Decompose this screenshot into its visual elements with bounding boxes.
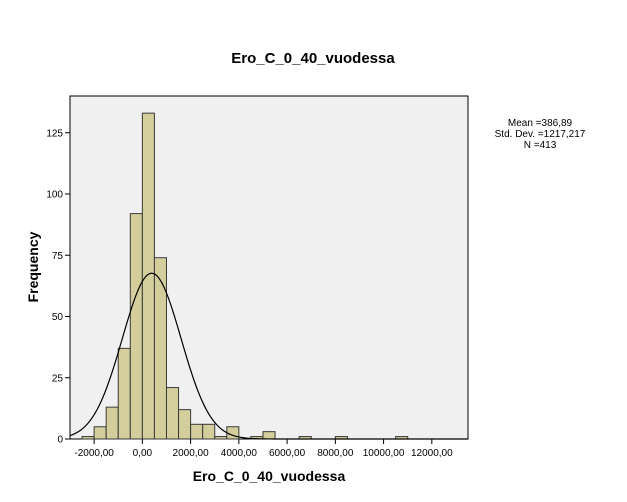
normal-curve — [69, 272, 468, 440]
histogram-bar-8 — [178, 409, 192, 440]
x-tick-label-0: -2000,00 — [74, 448, 114, 459]
histogram-bar-5 — [141, 112, 155, 440]
x-tick-label-1: 0,00 — [133, 448, 153, 459]
histogram-bar-1 — [93, 426, 107, 440]
x-tick-label-6: 10000,00 — [363, 448, 405, 459]
histogram-bar-0 — [81, 436, 95, 440]
stats-std-dev: Std. Dev. =1217,217 — [495, 129, 586, 140]
stats-n: N =413 — [524, 140, 557, 151]
x-tick-label-3: 4000,00 — [221, 448, 258, 459]
y-axis-ticks: 0 25 50 75 100 125 — [46, 128, 70, 446]
x-tick-label-5: 8000,00 — [317, 448, 354, 459]
x-axis-ticks: -2000,00 0,00 2000,00 4000,00 6000,00 8000,00… — [74, 439, 453, 459]
chart-title: Ero_C_0_40_vuodessa — [231, 50, 395, 67]
y-tick-label-3: 75 — [52, 251, 64, 262]
histogram-bar-10 — [202, 423, 216, 440]
histogram-bar-2 — [105, 406, 119, 440]
y-tick-label-5: 125 — [46, 128, 63, 139]
x-tick-label-4: 6000,00 — [269, 448, 306, 459]
histogram-bars — [81, 112, 409, 440]
histogram-bar-7 — [165, 387, 180, 440]
x-tick-label-2: 2000,00 — [173, 448, 210, 459]
x-tick-label-7: 12000,00 — [411, 448, 453, 459]
y-tick-label-0: 0 — [57, 435, 63, 446]
histogram-bar-14 — [262, 431, 276, 440]
y-tick-label-4: 100 — [46, 190, 63, 201]
histogram-bar-3 — [117, 347, 131, 440]
y-axis-label: Frequency — [25, 231, 41, 302]
y-tick-label-2: 50 — [52, 312, 64, 323]
x-axis-label: Ero_C_0_40_vuodessa — [193, 468, 346, 484]
histogram-bar-11 — [214, 436, 228, 440]
histogram-bar-9 — [190, 423, 204, 440]
y-tick-label-1: 25 — [52, 373, 64, 384]
statistics-box: Mean =386,89 Std. Dev. =1217,217 N =413 — [495, 118, 586, 151]
stats-mean: Mean =386,89 — [508, 118, 573, 129]
histogram-bar-4 — [129, 213, 143, 440]
histogram-bar-6 — [153, 257, 167, 440]
normal-curve-group — [69, 272, 468, 440]
